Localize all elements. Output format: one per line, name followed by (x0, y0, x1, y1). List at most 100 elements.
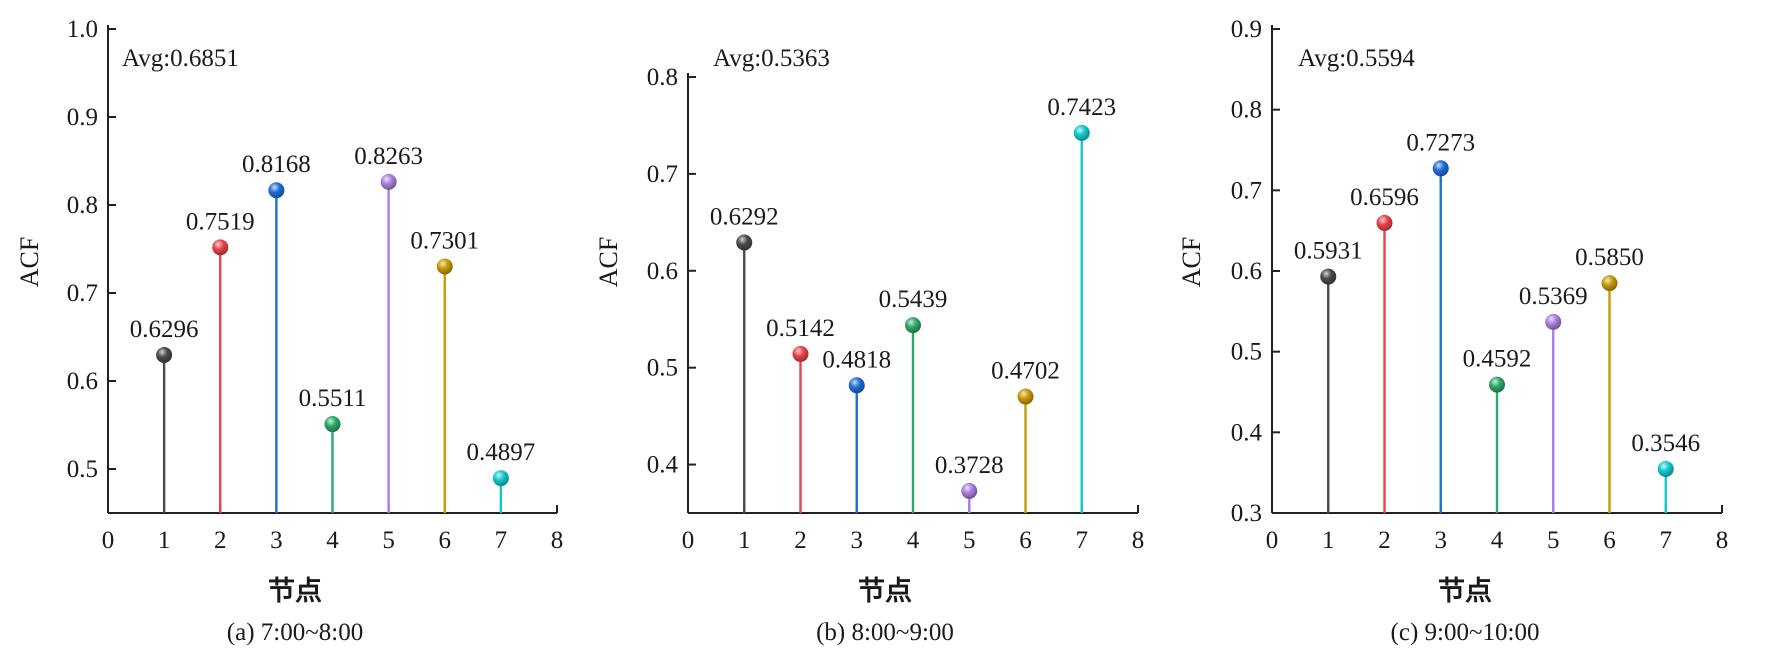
panel-a-data-label-node-3: 0.8168 (242, 151, 311, 178)
panel-c-data-label-node-3: 0.7273 (1406, 129, 1475, 156)
panel-b-marker-node-6 (1017, 388, 1034, 405)
panel-c-marker-node-3 (1432, 160, 1449, 177)
panel-a-x-tick-label: 2 (214, 527, 227, 554)
panel-b-x-tick-label: 1 (738, 527, 751, 554)
panel-a-data-label-node-2: 0.7519 (186, 208, 255, 235)
panel-b-x-tick-label: 2 (794, 527, 807, 554)
panel-c-marker-node-5 (1545, 313, 1562, 330)
panel-c-x-axis-title: 节点 (1438, 576, 1492, 606)
panel-b-x-tick-label: 6 (1019, 527, 1032, 554)
panel-c-marker-node-4 (1489, 376, 1505, 393)
panel-a-data-label-node-5: 0.8263 (354, 143, 423, 170)
panel-b-data-label-node-1: 0.6292 (710, 203, 779, 230)
panel-b-data-label-node-4: 0.5439 (879, 286, 948, 313)
panel-b-y-tick-label: 0.6 (647, 258, 678, 285)
panel-c-x-tick-label: 3 (1435, 527, 1448, 554)
panel-b-x-tick-label: 7 (1076, 527, 1089, 554)
panel-c-y-tick-label: 0.3 (1231, 500, 1262, 527)
panel-a-y-tick-label: 0.9 (67, 104, 98, 131)
panel-a-marker-node-3 (268, 182, 285, 199)
panel-a-caption: (a) 7:00~8:00 (227, 619, 363, 646)
panel-c-x-tick-label: 2 (1378, 527, 1391, 554)
panel-b-marker-node-7 (1073, 124, 1090, 141)
panel-a-marker-node-7 (492, 470, 509, 487)
panel-c-x-tick-label: 6 (1603, 527, 1616, 554)
panel-c-plot: 0.3 0.4 0.5 0.6 0.7 0.8 0.9 0 1 2 3 4 5 6 7 8 0.5931 0.65… (1231, 16, 1729, 554)
panel-a-marker-node-2 (212, 239, 229, 256)
panel-b-data-label-node-2: 0.5142 (766, 315, 835, 342)
panel-c-marker-node-2 (1376, 214, 1393, 231)
panel-a-data-label-node-1: 0.6296 (130, 316, 199, 343)
panel-b-y-tick-label: 0.7 (647, 161, 678, 188)
panel-b-x-tick-label: 3 (851, 527, 864, 554)
panel-c-x-tick-label: 8 (1716, 527, 1729, 554)
panel-b-plot: 0.4 0.5 0.6 0.7 0.8 0 1 2 3 4 5 6 7 8 0.6292 0.5142 0.48… (647, 64, 1145, 554)
panel-a-marker-node-6 (436, 258, 453, 275)
panel-b-x-axis-title: 节点 (858, 576, 912, 606)
panel-a-x-tick-label: 0 (102, 527, 115, 554)
panel-c-data-label-node-2: 0.6596 (1350, 184, 1419, 211)
panel-a-avg-annotation: Avg:0.6851 (122, 45, 239, 72)
panel-b-marker-node-2 (792, 345, 809, 362)
panel-a-x-tick-label: 8 (551, 527, 564, 554)
panel-c-marker-node-6 (1601, 275, 1618, 292)
panel-a-y-tick-label: 0.6 (67, 368, 98, 395)
panel-a-y-tick-label: 0.5 (67, 456, 98, 483)
panel-c-data-label-node-1: 0.5931 (1294, 238, 1363, 265)
panel-b-y-tick-label: 0.4 (647, 452, 679, 479)
panel-b-y-axis-title: ACF (594, 237, 623, 288)
panel-c-y-tick-label: 0.5 (1231, 339, 1262, 366)
panel-a-x-tick-label: 1 (158, 527, 171, 554)
panel-a-x-tick-label: 3 (270, 527, 283, 554)
panel-c: Avg:0.5594 ACF 节点 (c) 9:00~10:00 (1177, 45, 1539, 646)
panel-a-marker-node-4 (324, 416, 341, 433)
panel-b-avg-annotation: Avg:0.5363 (713, 45, 830, 72)
panel-c-x-tick-label: 4 (1491, 527, 1504, 554)
panel-a-y-tick-label: 0.8 (67, 192, 98, 219)
panel-b-y-tick-label: 0.8 (647, 64, 678, 91)
panel-c-data-label-node-4: 0.4592 (1463, 346, 1532, 373)
panel-a-x-tick-label: 4 (326, 527, 339, 554)
panel-b-x-tick-label: 0 (682, 527, 695, 554)
panel-b-caption: (b) 8:00~9:00 (816, 619, 954, 646)
panel-c-marker-node-7 (1657, 460, 1674, 477)
panel-a-x-tick-label: 5 (382, 527, 395, 554)
panel-b-marker-node-4 (905, 317, 921, 334)
panel-b-data-label-node-5: 0.3728 (935, 452, 1004, 479)
panel-a-data-label-node-6: 0.7301 (410, 228, 479, 255)
panel-c-x-tick-label: 5 (1547, 527, 1560, 554)
panel-a: Avg:0.6851 ACF 节点 (a) 7:00~8:00 (15, 45, 363, 646)
panel-c-caption: (c) 9:00~10:00 (1391, 619, 1540, 646)
panel-b-data-label-node-7: 0.7423 (1047, 94, 1116, 121)
panel-b-marker-node-5 (961, 482, 978, 499)
panel-a-marker-node-5 (380, 173, 397, 190)
panel-a-x-axis-title: 节点 (268, 576, 322, 606)
panel-c-y-tick-label: 0.8 (1231, 97, 1262, 124)
panel-c-x-tick-label: 0 (1266, 527, 1279, 554)
panel-c-avg-annotation: Avg:0.5594 (1298, 45, 1415, 72)
panel-b-x-tick-label: 4 (907, 527, 920, 554)
panel-c-y-tick-label: 0.9 (1231, 16, 1262, 43)
panel-a-x-tick-label: 7 (495, 527, 508, 554)
panel-b-data-label-node-3: 0.4818 (822, 346, 891, 373)
panel-b-x-tick-label: 8 (1132, 527, 1145, 554)
panel-c-x-tick-label: 1 (1322, 527, 1335, 554)
panel-c-marker-node-1 (1320, 268, 1337, 285)
panel-b-marker-node-3 (848, 377, 865, 394)
panel-c-y-tick-label: 0.6 (1231, 258, 1262, 285)
panel-c-data-label-node-5: 0.5369 (1519, 283, 1588, 310)
panel-a-plot: 0.5 0.6 0.7 0.8 0.9 1.0 0 1 2 3 4 5 6 7 8 0.6296 0.7519 0… (67, 16, 564, 554)
panel-a-marker-node-1 (156, 346, 173, 363)
panel-b-data-label-node-6: 0.4702 (991, 358, 1060, 385)
panel-b: Avg:0.5363 ACF 节点 (b) 8:00~9:00 (594, 45, 954, 646)
panel-a-x-tick-label: 6 (439, 527, 452, 554)
panel-a-data-label-node-4: 0.5511 (299, 385, 367, 412)
panel-a-y-axis-title: ACF (15, 237, 44, 288)
panel-b-y-tick-label: 0.5 (647, 355, 678, 382)
panel-b-marker-node-1 (736, 234, 753, 251)
panel-a-y-tick-label: 1.0 (67, 16, 98, 43)
panel-c-data-label-node-6: 0.5850 (1575, 244, 1644, 271)
panel-b-x-tick-label: 5 (963, 527, 976, 554)
panel-c-y-tick-label: 0.4 (1231, 419, 1263, 446)
